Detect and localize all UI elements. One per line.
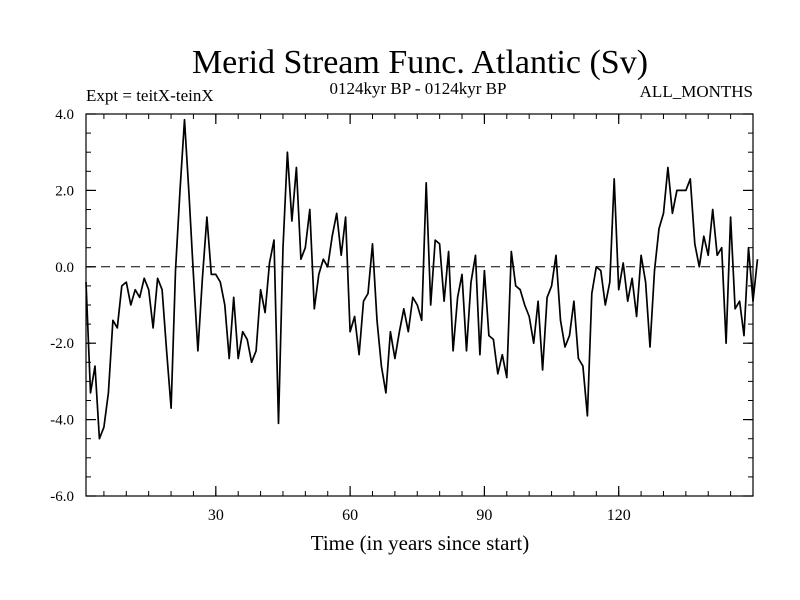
chart-title: Merid Stream Func. Atlantic (Sv) <box>192 44 648 81</box>
season-label: ALL_MONTHS <box>640 82 753 101</box>
x-axis: 30 60 90 120 <box>208 114 631 524</box>
x-tick-label: 60 <box>342 507 358 524</box>
y-axis: -6.0 -4.0 -2.0 0.0 2.0 4.0 <box>50 107 753 505</box>
period-label: 0124kyr BP - 0124kyr BP <box>330 79 507 98</box>
series-line <box>85 118 759 440</box>
x-tick-label: 120 <box>607 507 631 524</box>
y-tick-label: 4.0 <box>55 107 74 123</box>
x-axis-label: Time (in years since start) <box>311 531 530 555</box>
y-tick-label: -4.0 <box>50 413 74 429</box>
x-tick-label: 90 <box>476 507 492 524</box>
y-tick-label: -2.0 <box>50 336 74 352</box>
experiment-label: Expt = teitX-teinX <box>86 86 214 105</box>
y-tick-label: 0.0 <box>55 260 74 276</box>
y-tick-label: 2.0 <box>55 183 74 199</box>
y-tick-label: -6.0 <box>50 489 74 505</box>
x-tick-label: 30 <box>208 507 224 524</box>
